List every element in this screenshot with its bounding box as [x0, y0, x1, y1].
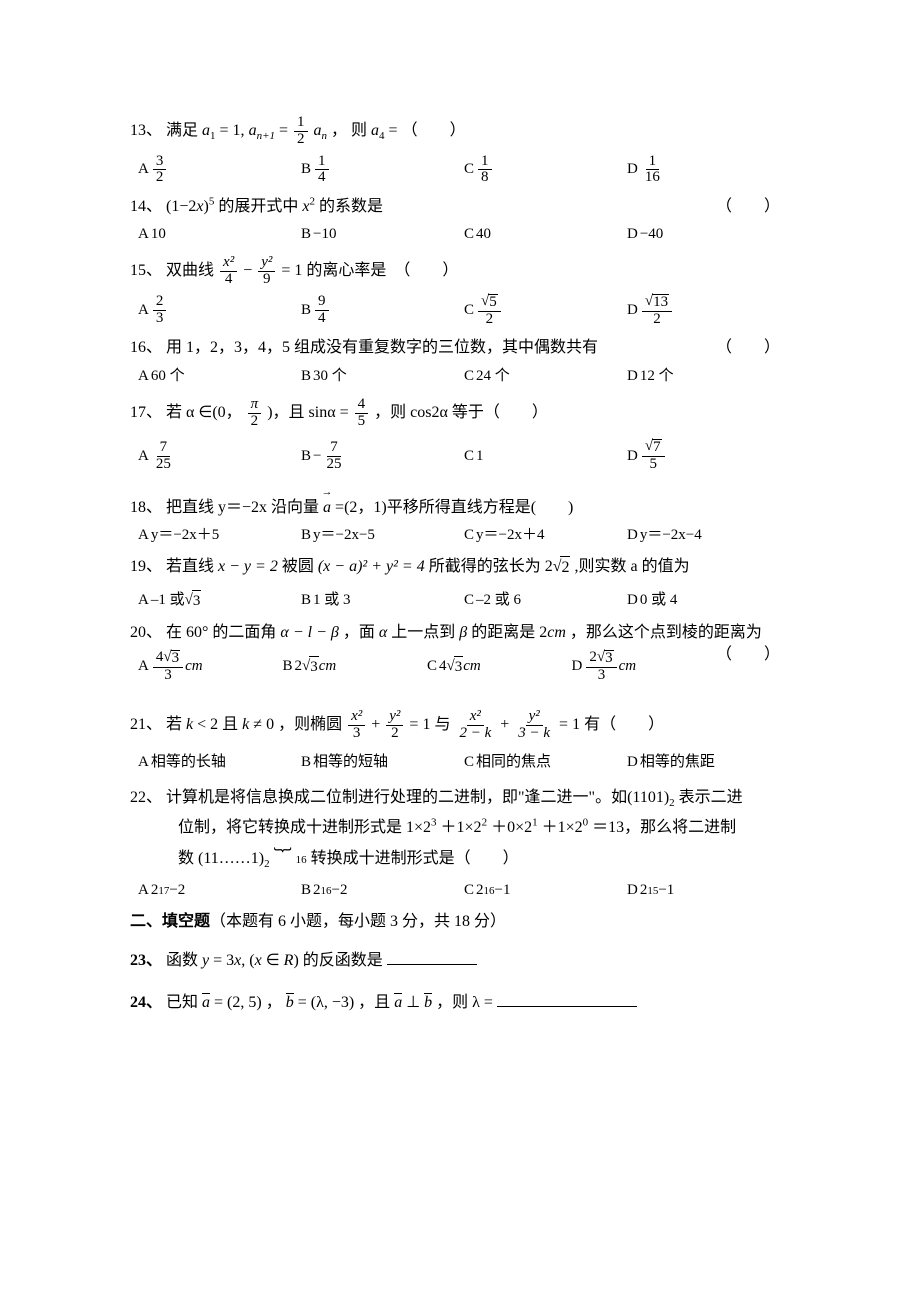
q16-opt-b: B30 个: [301, 366, 464, 387]
q16-opt-c: C24 个: [464, 366, 627, 387]
q19-opt-a: A–1 或 3: [138, 590, 301, 612]
q13-options: A32 B14 C18 D116: [138, 154, 790, 187]
q20-paren: （ ）: [716, 644, 790, 666]
question-18: 18、 把直线 y＝−2x 沿向量 a =(2，1)平移所得直线方程是( ): [130, 495, 790, 519]
q22-number: 22、: [130, 789, 162, 806]
q20-opt-c: C43cm: [427, 650, 572, 684]
question-17: 17、 若 α ∈(0， π2 )，且 sinα = 45 ，则 cos2α 等…: [130, 397, 790, 430]
q23-number: 23、: [130, 952, 162, 969]
vec-a: a: [202, 992, 210, 1014]
q20-number: 20、: [130, 624, 162, 641]
q20-opt-b: B23cm: [283, 650, 428, 684]
question-22: 22、 计算机是将信息换成二位制进行处理的二进制，即"逢二进一"。如(1101)…: [130, 783, 790, 874]
q17-opt-b: B−725: [301, 439, 464, 473]
question-15: 15、 双曲线 x²4 − y²9 = 1 的离心率是 （ ）: [130, 255, 790, 288]
q13-stem: 满足 a1 = 1, an+1 = 12 an ， 则 a4 = （ ）: [166, 122, 466, 139]
q14-number: 14、: [130, 198, 162, 215]
q14-opt-d: D−40: [627, 224, 790, 245]
q19-opt-c: C–2 或 6: [464, 590, 627, 612]
q21-opt-c: C 相同的焦点: [464, 752, 627, 773]
q18-number: 18、: [130, 499, 162, 516]
q21-number: 21、: [130, 716, 162, 733]
q15-opt-a: A23: [138, 294, 301, 328]
question-19: 19、 若直线 x − y = 2 被圆 (x − a)² + y² = 4 所…: [130, 556, 790, 579]
q21-opt-d: D 相等的焦距: [627, 752, 790, 773]
section-2-title: 二、填空题（本题有 6 小题，每小题 3 分，共 18 分）: [130, 911, 790, 933]
q18-opt-c: Cy＝−2x＋4: [464, 525, 627, 546]
q22-opt-d: D215−1: [627, 880, 790, 901]
q23-stem: 函数 y = 3x, (x ∈ R) 的反函数是: [166, 952, 383, 969]
q21-options: A 相等的长轴 B 相等的短轴 C 相同的焦点 D 相等的焦距: [138, 752, 790, 773]
q14-paren: （ ）: [716, 196, 790, 218]
q16-number: 16、: [130, 339, 162, 356]
q13-number: 13、: [130, 122, 162, 139]
q15-options: A23 B94 C52 D132: [138, 294, 790, 328]
q13-opt-c: C18: [464, 154, 627, 187]
q17-opt-c: C1: [464, 439, 627, 473]
q23-blank[interactable]: [387, 948, 477, 965]
q22-opt-a: A217−2: [138, 880, 301, 901]
q20-opt-d: D233cm: [572, 650, 717, 684]
q17-number: 17、: [130, 404, 162, 421]
q24-blank[interactable]: [497, 990, 637, 1007]
q13-opt-d: D116: [627, 154, 790, 187]
q17-opt-a: A725: [138, 439, 301, 473]
q21-opt-a: A 相等的长轴: [138, 752, 301, 773]
q19-opt-d: D0 或 4: [627, 590, 790, 612]
question-23: 23、 函数 y = 3x, (x ∈ R) 的反函数是: [130, 948, 790, 972]
q20-opt-a: A433cm: [138, 650, 283, 684]
q16-options: A60 个 B30 个 C24 个 D12 个: [138, 366, 790, 387]
q14-options: A10 B−10 C40 D−40: [138, 224, 790, 245]
q19-opt-b: B1 或 3: [301, 590, 464, 612]
q14-opt-c: C40: [464, 224, 627, 245]
q17-opt-d: D75: [627, 439, 790, 473]
q15-opt-d: D132: [627, 294, 790, 328]
q20-stem: 在 60° 的二面角 α − l − β ，面 α 上一点到 β 的距离是 2c…: [166, 624, 762, 641]
q18-opt-d: D y＝−2x−4: [627, 525, 790, 546]
q18-opt-a: A y＝−2x＋5: [138, 525, 301, 546]
q16-opt-d: D12 个: [627, 366, 790, 387]
q13-opt-b: B14: [301, 154, 464, 187]
q22-options: A217−2 B216−2 C216−1 D215−1: [138, 880, 790, 901]
q22-opt-c: C216−1: [464, 880, 627, 901]
question-16: 16、 用 1，2，3，4，5 组成没有重复数字的三位数，其中偶数共有 （ ）: [130, 337, 790, 359]
q16-opt-a: A60 个: [138, 366, 301, 387]
frac-1-2: 12: [294, 115, 308, 148]
exam-page: 13、 满足 a1 = 1, an+1 = 12 an ， 则 a4 = （ ）…: [0, 0, 920, 1080]
underbrace: (11……1)2 ︸ 16: [198, 851, 307, 867]
q18-options: A y＝−2x＋5 B y＝−2x−5 Cy＝−2x＋4 D y＝−2x−4: [138, 525, 790, 546]
vector-a: a: [323, 495, 331, 519]
question-14: 14、 (1−2x)5 的展开式中 x2 的系数是 （ ）: [130, 196, 790, 218]
q15-opt-b: B94: [301, 294, 464, 328]
q18-opt-b: B y＝−2x−5: [301, 525, 464, 546]
question-24: 24、 已知 a = (2, 5) ， b = (λ, −3) ，且 a ⊥ b…: [130, 990, 790, 1014]
vec-b: b: [286, 992, 294, 1014]
q24-number: 24、: [130, 994, 162, 1011]
q19-options: A–1 或 3 B1 或 3 C–2 或 6 D0 或 4: [138, 590, 790, 612]
question-21: 21、 若 k < 2 且 k ≠ 0 ，则椭圆 x²3 + y²2 = 1 与…: [130, 709, 790, 742]
q17-options: A725 B−725 C1 D75: [138, 439, 790, 473]
q15-opt-c: C52: [464, 294, 627, 328]
q14-opt-a: A10: [138, 224, 301, 245]
question-13: 13、 满足 a1 = 1, an+1 = 12 an ， 则 a4 = （ ）: [130, 115, 790, 148]
q21-opt-b: B 相等的短轴: [301, 752, 464, 773]
q16-stem: 用 1，2，3，4，5 组成没有重复数字的三位数，其中偶数共有: [166, 339, 598, 356]
q14-opt-b: B−10: [301, 224, 464, 245]
q19-number: 19、: [130, 558, 162, 575]
q22-opt-b: B216−2: [301, 880, 464, 901]
question-20: 20、 在 60° 的二面角 α − l − β ，面 α 上一点到 β 的距离…: [130, 622, 790, 644]
q13-opt-a: A32: [138, 154, 301, 187]
q21-stem: 若 k < 2 且 k ≠ 0 ，则椭圆 x²3 + y²2 = 1 与 x²2…: [166, 716, 664, 733]
q16-paren: （ ）: [716, 337, 790, 359]
q15-number: 15、: [130, 262, 162, 279]
q14-stem: (1−2x)5 的展开式中 x2 的系数是: [166, 198, 383, 215]
q20-options: A433cm B23cm C43cm D233cm: [138, 650, 716, 684]
